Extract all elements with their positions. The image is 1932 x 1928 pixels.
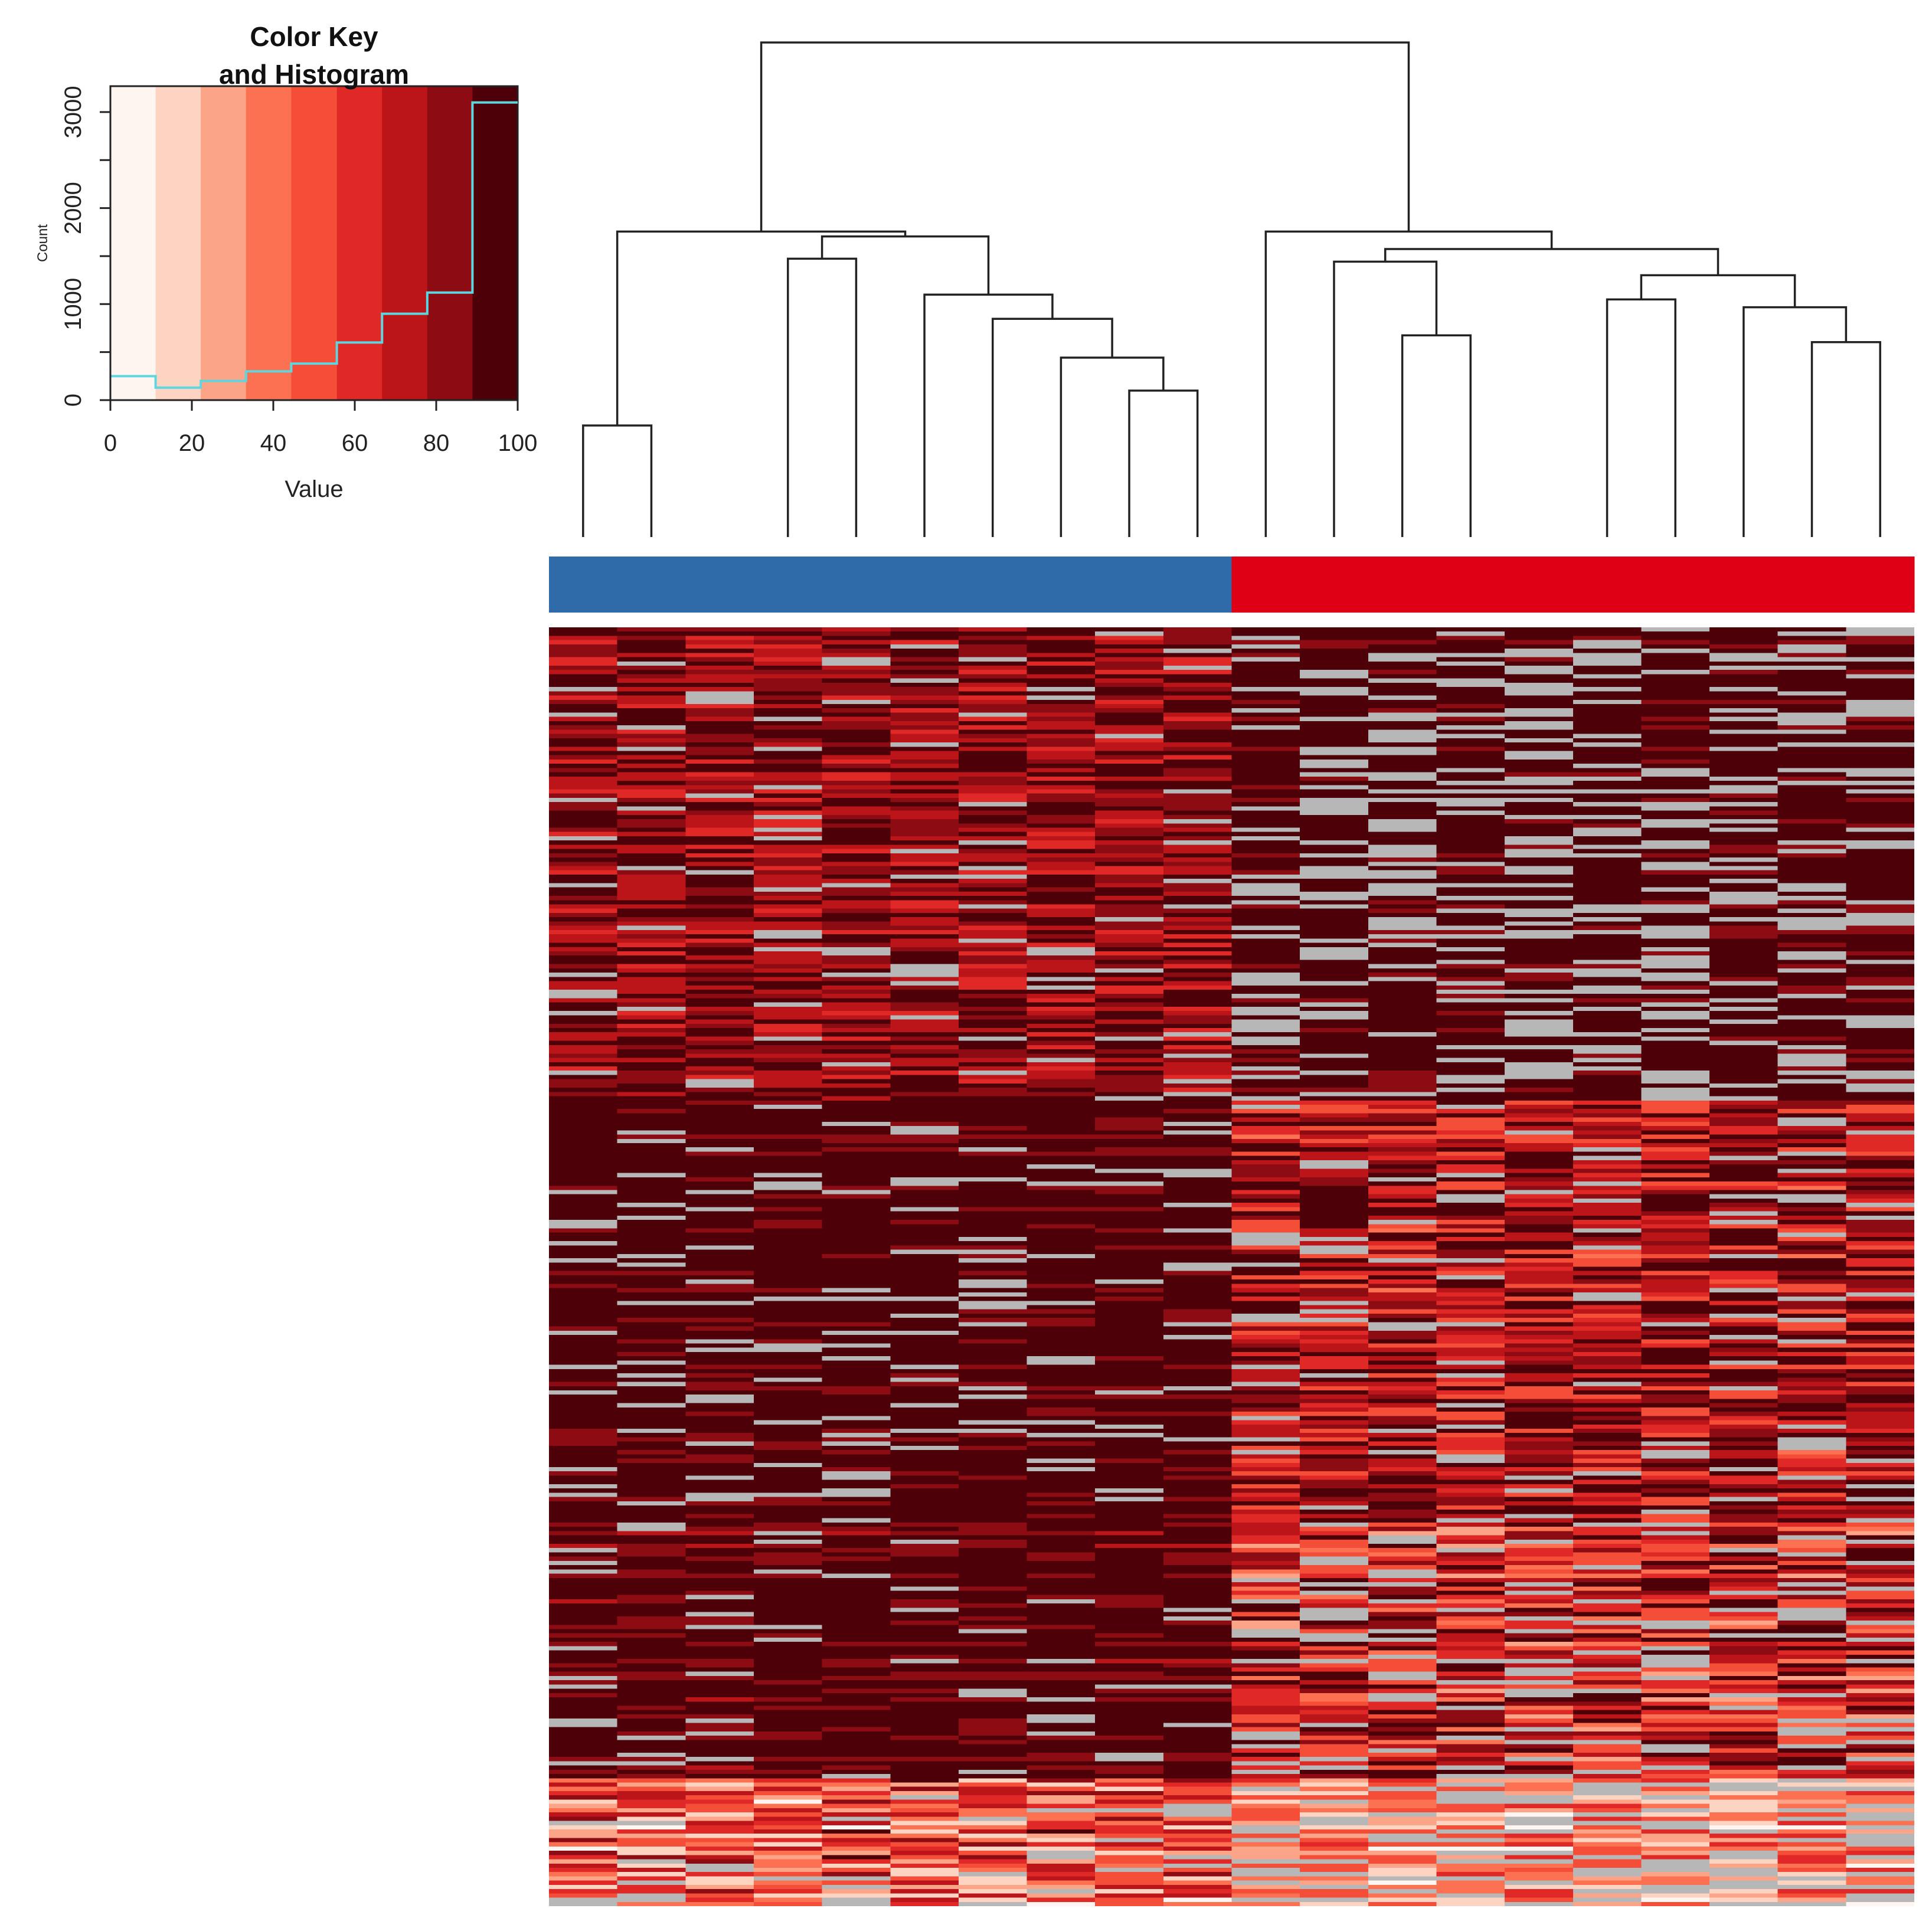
- color-key-band: [291, 86, 338, 400]
- heatmap-panel: [549, 627, 1914, 1906]
- dendrogram-link: [1640, 274, 1796, 307]
- color-key-x-tick-label: 40: [260, 430, 287, 456]
- dendrogram-link: [787, 257, 858, 537]
- dendrogram-link: [1128, 389, 1199, 537]
- color-key-histogram: [110, 101, 518, 389]
- dendrogram-link: [582, 424, 653, 537]
- color-key-x-axis: 0 20 40 60 80 100: [104, 399, 538, 456]
- color-key-y-label: Count: [35, 224, 51, 262]
- color-key-x-label: Value: [285, 476, 343, 502]
- dendrogram-link: [760, 41, 1410, 232]
- color-key-band: [110, 86, 156, 400]
- color-key-y-tick-label: 2000: [60, 182, 86, 234]
- color-key-x-tick-label: 60: [342, 430, 368, 456]
- color-key-x-tick-label: 20: [179, 430, 205, 456]
- color-key-band: [427, 86, 473, 400]
- heatmap-cells: [549, 627, 1914, 1906]
- dendrogram-link: [616, 230, 907, 426]
- column-side-color-group-2: [1231, 557, 1915, 613]
- dendrogram-link: [820, 235, 990, 295]
- dendrogram-link: [1606, 298, 1676, 537]
- color-key-band: [246, 86, 292, 400]
- color-key-band: [472, 86, 518, 400]
- color-key-title-line2: and Histogram: [219, 59, 409, 90]
- column-side-colors: [549, 557, 1915, 613]
- color-key-panel: 0 20 40 60 80 100 0 1000 2000 3000 Color Key and…: [35, 21, 537, 502]
- color-key-band: [382, 86, 428, 400]
- color-key-histogram-line: [110, 101, 518, 389]
- color-key-x-tick-label: 100: [498, 430, 538, 456]
- color-key-y-tick-label: 0: [60, 394, 86, 407]
- color-key-x-tick-label: 80: [423, 430, 450, 456]
- dendrogram-link: [923, 293, 1054, 537]
- color-key-y-tick-label: 1000: [60, 278, 86, 330]
- color-key-band: [155, 86, 201, 400]
- color-key-y-tick-label: 3000: [60, 86, 86, 138]
- dendrogram-link: [991, 317, 1113, 537]
- dendrogram-link: [1401, 334, 1472, 537]
- color-key-bands: [110, 86, 518, 400]
- color-key-x-tick-label: 0: [104, 430, 117, 456]
- color-key-band: [201, 86, 247, 400]
- dendrogram-link: [1333, 260, 1438, 537]
- color-key-y-axis: 0 1000 2000 3000: [60, 86, 112, 407]
- column-side-color-group-1: [549, 557, 1232, 613]
- color-key-band: [336, 86, 383, 400]
- dendrogram-link: [1060, 356, 1165, 537]
- color-key-title-line1: Color Key: [250, 21, 378, 52]
- column-dendrogram: [582, 41, 1881, 537]
- dendrogram-link: [1264, 230, 1553, 537]
- dendrogram-link: [1810, 341, 1881, 537]
